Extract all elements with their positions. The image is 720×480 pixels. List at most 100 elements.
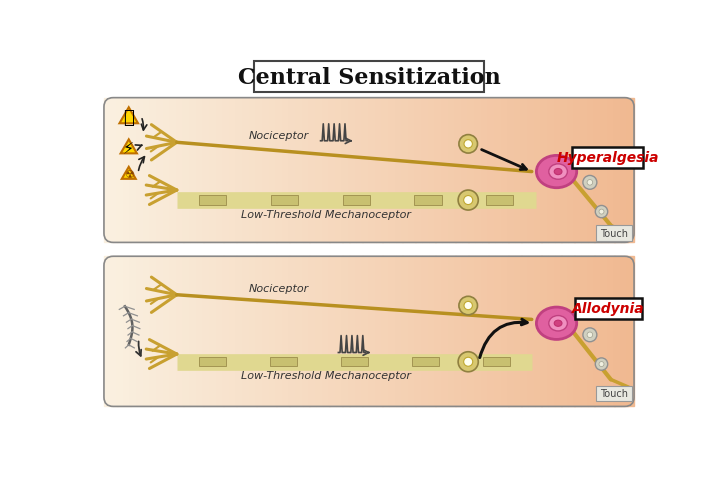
Bar bbox=[190, 256, 197, 407]
Bar bbox=[296, 256, 303, 407]
Bar bbox=[442, 256, 449, 407]
Bar bbox=[199, 195, 226, 204]
Bar bbox=[554, 256, 562, 407]
Bar bbox=[415, 97, 423, 242]
Circle shape bbox=[464, 140, 472, 148]
Bar bbox=[157, 97, 164, 242]
Bar bbox=[236, 97, 243, 242]
Bar bbox=[283, 97, 290, 242]
Bar bbox=[482, 97, 489, 242]
Bar bbox=[217, 97, 224, 242]
Bar bbox=[197, 256, 204, 407]
Bar bbox=[389, 97, 396, 242]
Bar bbox=[184, 97, 191, 242]
Bar bbox=[528, 97, 535, 242]
Bar bbox=[271, 195, 298, 204]
Bar bbox=[184, 256, 191, 407]
Bar bbox=[449, 256, 456, 407]
Bar bbox=[389, 256, 396, 407]
Circle shape bbox=[587, 332, 593, 337]
Bar bbox=[170, 256, 177, 407]
Circle shape bbox=[595, 205, 608, 218]
Bar bbox=[469, 97, 475, 242]
Bar bbox=[243, 256, 250, 407]
Ellipse shape bbox=[554, 320, 562, 326]
Polygon shape bbox=[121, 139, 137, 154]
Bar bbox=[336, 97, 343, 242]
Bar bbox=[395, 97, 402, 242]
Bar bbox=[376, 97, 382, 242]
Bar bbox=[475, 97, 482, 242]
Bar bbox=[263, 256, 270, 407]
Polygon shape bbox=[122, 167, 136, 179]
Bar bbox=[276, 256, 283, 407]
Circle shape bbox=[458, 190, 478, 210]
Bar bbox=[356, 97, 363, 242]
Bar bbox=[528, 256, 535, 407]
Bar bbox=[310, 97, 316, 242]
Bar bbox=[455, 256, 462, 407]
Circle shape bbox=[595, 358, 608, 370]
Bar bbox=[554, 97, 562, 242]
Bar bbox=[343, 256, 349, 407]
Text: Allodynia: Allodynia bbox=[572, 302, 645, 316]
Circle shape bbox=[464, 301, 472, 310]
Bar bbox=[588, 97, 595, 242]
Bar bbox=[210, 97, 217, 242]
Bar bbox=[310, 256, 316, 407]
Bar bbox=[455, 97, 462, 242]
Bar bbox=[621, 97, 628, 242]
Bar bbox=[369, 97, 376, 242]
Bar bbox=[502, 256, 508, 407]
Bar bbox=[409, 256, 415, 407]
Bar bbox=[402, 256, 409, 407]
Bar bbox=[104, 97, 111, 242]
Bar bbox=[323, 256, 330, 407]
Bar bbox=[302, 256, 310, 407]
Bar bbox=[230, 256, 237, 407]
Bar bbox=[289, 97, 297, 242]
Bar bbox=[170, 97, 177, 242]
Bar bbox=[376, 256, 382, 407]
Bar bbox=[289, 256, 297, 407]
Bar bbox=[541, 97, 549, 242]
Bar bbox=[442, 97, 449, 242]
Bar bbox=[581, 256, 588, 407]
Bar bbox=[190, 97, 197, 242]
Bar bbox=[203, 256, 210, 407]
Bar bbox=[163, 97, 171, 242]
Bar bbox=[515, 97, 522, 242]
Bar bbox=[415, 256, 423, 407]
Ellipse shape bbox=[554, 168, 562, 175]
Bar bbox=[614, 97, 621, 242]
Bar bbox=[111, 256, 117, 407]
Bar bbox=[362, 256, 369, 407]
Bar bbox=[475, 256, 482, 407]
Bar bbox=[521, 256, 528, 407]
Bar bbox=[197, 97, 204, 242]
Circle shape bbox=[583, 328, 597, 342]
Circle shape bbox=[587, 180, 593, 185]
Bar bbox=[296, 97, 303, 242]
Bar bbox=[594, 256, 601, 407]
Polygon shape bbox=[120, 107, 138, 123]
Circle shape bbox=[583, 175, 597, 189]
Bar bbox=[223, 97, 230, 242]
Bar bbox=[157, 256, 164, 407]
Bar bbox=[336, 256, 343, 407]
Ellipse shape bbox=[536, 307, 577, 339]
Bar bbox=[124, 256, 131, 407]
Ellipse shape bbox=[536, 156, 577, 188]
Bar bbox=[230, 97, 237, 242]
Bar bbox=[548, 256, 555, 407]
Circle shape bbox=[599, 209, 604, 214]
Bar bbox=[210, 256, 217, 407]
Bar bbox=[283, 256, 290, 407]
Circle shape bbox=[459, 296, 477, 315]
Bar bbox=[316, 97, 323, 242]
Bar bbox=[627, 97, 634, 242]
Bar bbox=[462, 256, 469, 407]
Bar bbox=[495, 256, 502, 407]
FancyBboxPatch shape bbox=[575, 298, 642, 319]
Bar bbox=[515, 256, 522, 407]
